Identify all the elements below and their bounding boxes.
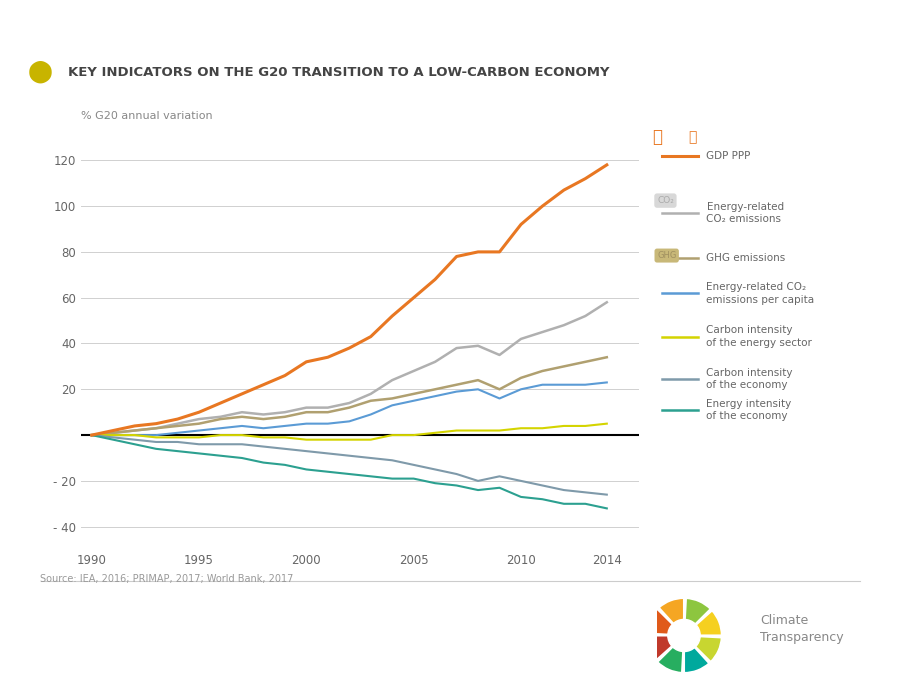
- Text: Carbon intensity
of the economy: Carbon intensity of the economy: [706, 368, 793, 390]
- Text: Source: IEA, 2016; PRIMAP, 2017; World Bank, 2017: Source: IEA, 2016; PRIMAP, 2017; World B…: [40, 574, 294, 584]
- Text: Energy intensity
of the economy: Energy intensity of the economy: [706, 399, 792, 421]
- Text: CO₂: CO₂: [657, 196, 674, 205]
- Text: Energy-related CO₂
emissions per capita: Energy-related CO₂ emissions per capita: [706, 282, 814, 304]
- Wedge shape: [684, 635, 722, 662]
- Wedge shape: [684, 610, 722, 635]
- Wedge shape: [657, 635, 684, 673]
- Text: ▼: ▼: [37, 72, 44, 82]
- Text: GHG emissions: GHG emissions: [706, 253, 786, 262]
- Text: % G20 annual variation: % G20 annual variation: [81, 111, 212, 121]
- Text: 🛢: 🛢: [688, 131, 697, 144]
- Text: 🧍: 🧍: [652, 128, 662, 146]
- Wedge shape: [646, 609, 684, 635]
- Text: Energy-related
CO₂ emissions: Energy-related CO₂ emissions: [706, 202, 784, 224]
- Circle shape: [668, 620, 700, 651]
- Text: ⬤: ⬤: [28, 61, 53, 83]
- Text: GDP PPP: GDP PPP: [706, 151, 751, 161]
- Text: KEY INDICATORS ON THE G20 TRANSITION TO A LOW-CARBON ECONOMY: KEY INDICATORS ON THE G20 TRANSITION TO …: [68, 66, 609, 78]
- Wedge shape: [684, 635, 709, 673]
- Text: Climate
Transparency: Climate Transparency: [760, 613, 844, 644]
- Wedge shape: [684, 598, 711, 635]
- Wedge shape: [659, 598, 684, 635]
- Text: GHG: GHG: [657, 251, 677, 260]
- Text: Carbon intensity
of the energy sector: Carbon intensity of the energy sector: [706, 326, 813, 348]
- Wedge shape: [646, 635, 684, 661]
